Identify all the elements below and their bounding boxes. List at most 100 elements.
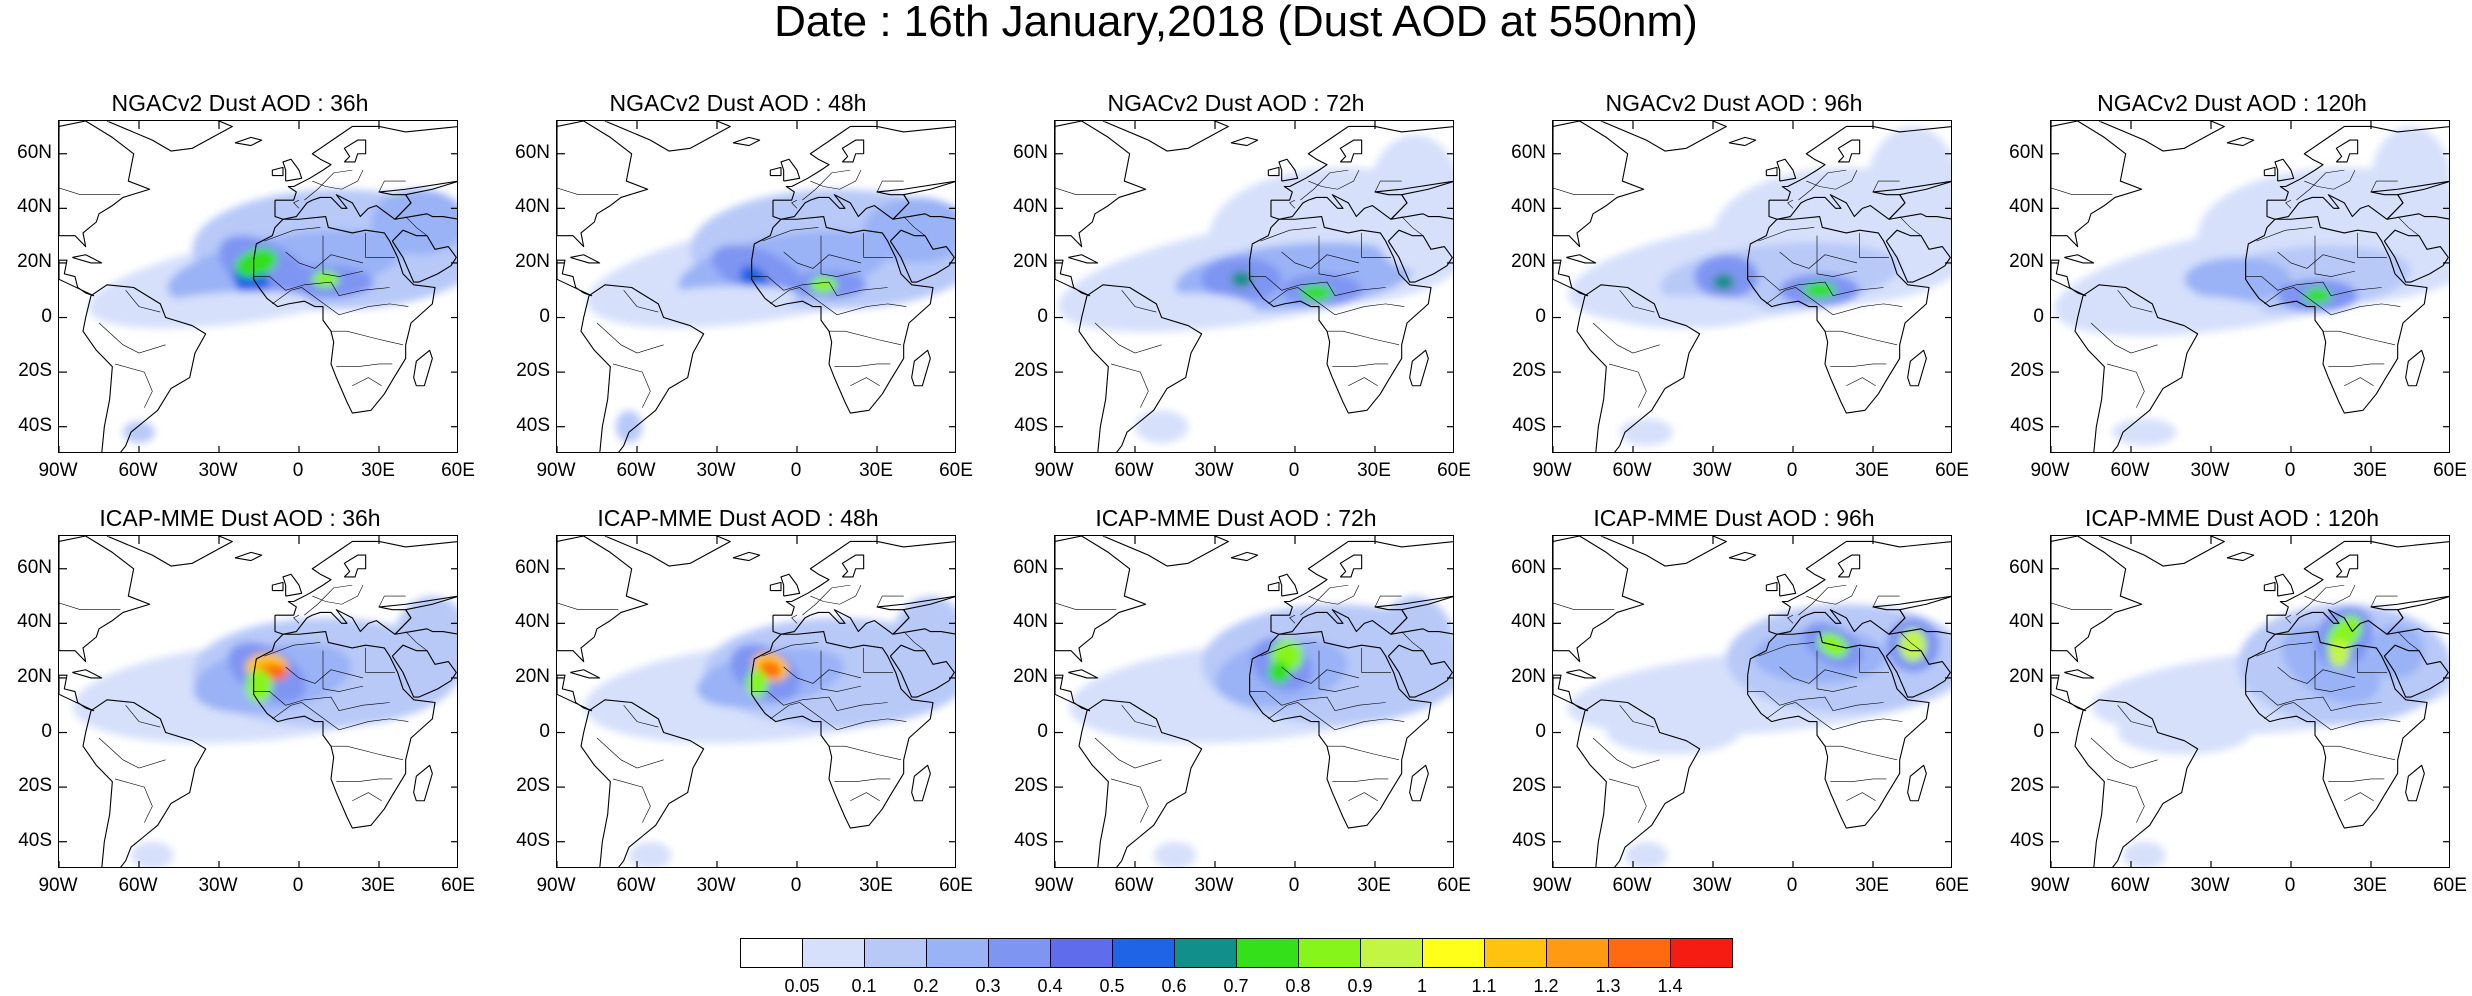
coastline (2263, 581, 2276, 592)
coastline (892, 181, 955, 220)
dust-plume (1268, 661, 1290, 684)
lon-label: 30W (2190, 875, 2230, 896)
map-panel-icap-36: ICAP-MME Dust AOD : 36h 60N 40N 20N 0 20S 40S 9… (0, 505, 480, 905)
lon-label: 90W (536, 875, 576, 896)
coastline (2386, 181, 2449, 220)
map-canvas (2051, 536, 2449, 867)
dust-plume (1625, 841, 1668, 867)
coastline (1270, 125, 1453, 220)
coastline (234, 551, 263, 562)
lon-label: 30W (1692, 460, 1732, 481)
coastline (1747, 215, 1930, 414)
country-border (1619, 705, 1655, 728)
lon-label: 60W (1114, 460, 1154, 481)
country-border (1846, 792, 1876, 802)
colorbar-label: 0.6 (1161, 976, 1187, 996)
dust-plume (2112, 418, 2177, 446)
dust-plume (1367, 134, 1453, 272)
country-border (783, 666, 862, 684)
coastline (557, 674, 593, 712)
dust-plume (126, 291, 312, 328)
lon-label: 0 (1288, 875, 1300, 896)
coastline (72, 669, 103, 679)
coastline (1278, 158, 1299, 182)
country-border (405, 631, 428, 651)
coastline (2064, 254, 2095, 264)
dust-plume (2371, 623, 2425, 678)
lat-label: 20S (1512, 360, 1546, 382)
country-border (264, 227, 321, 242)
country-border (1374, 595, 1402, 608)
lat-label: 20N (515, 250, 550, 272)
country-border (59, 187, 121, 195)
lon-label: 30W (696, 460, 736, 481)
coastline (1055, 259, 1091, 297)
coastline (570, 669, 601, 679)
coastline (2245, 215, 2428, 414)
coastline (59, 674, 95, 712)
lat-label: 20S (2010, 775, 2044, 797)
coastline (580, 699, 705, 867)
coastline (1747, 630, 1930, 829)
colorbar-label: 0.4 (1037, 976, 1063, 996)
lat-label: 40N (2009, 611, 2044, 633)
country-border (2285, 614, 2292, 624)
coastline (2098, 121, 2225, 152)
lon-label: 0 (292, 875, 304, 896)
colorbar-label: 0.3 (975, 976, 1001, 996)
map-canvas (59, 536, 457, 867)
coastline (1387, 229, 1453, 283)
coastline (343, 139, 367, 163)
country-border (2277, 666, 2356, 684)
lon-label: 60W (2110, 875, 2150, 896)
country-border (1121, 705, 1157, 728)
coastline (2335, 139, 2359, 163)
coastline (604, 536, 731, 567)
lon-label: 30E (2353, 460, 2387, 481)
lon-label: 0 (790, 875, 802, 896)
dust-plume (1899, 628, 1927, 662)
panel-title: NGACv2 Dust AOD : 36h (111, 90, 369, 116)
lon-label: 60W (616, 460, 656, 481)
lat-label: 60N (1013, 141, 1048, 163)
country-border (1846, 377, 1876, 387)
lat-label: 20N (2009, 665, 2044, 687)
coastline (1776, 573, 1797, 597)
coastline (234, 136, 263, 147)
map-panel-icap-48: ICAP-MME Dust AOD : 48h 60N 40N 20N 0 20S 40S 9… (498, 505, 978, 905)
country-border (1401, 216, 1424, 236)
lat-label: 0 (2033, 720, 2044, 742)
lat-label: 40S (18, 414, 52, 436)
country-border (903, 216, 926, 236)
coastline (2051, 536, 2143, 663)
lat-label: 40S (18, 829, 52, 851)
coastline (1267, 581, 1280, 592)
panel-title: NGACv2 Dust AOD : 72h (1107, 90, 1365, 116)
country-border (863, 647, 893, 673)
coastline (889, 229, 955, 283)
coastline (2335, 554, 2359, 578)
coastline (2274, 158, 2295, 182)
country-border (829, 745, 902, 761)
lon-label: 30W (1194, 460, 1234, 481)
lon-label: 60E (1437, 875, 1471, 896)
lat-label: 20N (1013, 250, 1048, 272)
country-border (2090, 322, 2158, 354)
coastline (2405, 349, 2425, 387)
country-border (272, 287, 409, 316)
coastline (769, 166, 782, 177)
country-border (1766, 287, 1903, 316)
dust-plume (123, 421, 155, 444)
coastline (1267, 166, 1280, 177)
coastline (1068, 254, 1099, 264)
country-border (1859, 232, 1889, 258)
map-panel-ngac-48: NGACv2 Dust AOD : 48h 60N 40N 20N 0 20S 40S 90W… (498, 90, 978, 490)
lon-label: 0 (2284, 875, 2296, 896)
country-border (365, 232, 395, 258)
map-area (2050, 120, 2450, 453)
dust-plume (2104, 295, 2265, 329)
coastline (106, 536, 233, 567)
coastline (271, 581, 284, 592)
lat-label: 20N (1013, 665, 1048, 687)
coastline (413, 349, 433, 387)
